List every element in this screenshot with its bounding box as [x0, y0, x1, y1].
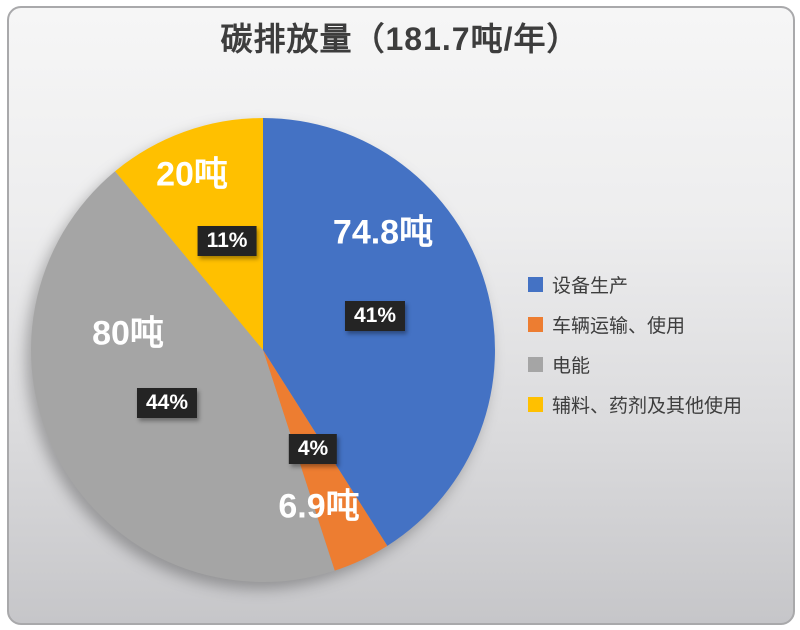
slice-value-label: 6.9吨 [278, 487, 360, 526]
legend-label: 电能 [552, 356, 591, 377]
legend-item: 辅料、药剂及其他使用 [528, 391, 742, 418]
slice-percent-badge: 11% [197, 226, 257, 256]
pie-slice-3 [30, 171, 335, 583]
slice-value-label: 20吨 [156, 155, 228, 194]
slice-value-label: 80吨 [92, 314, 164, 353]
slice-percent-badge: 4% [288, 434, 338, 464]
pie-slice-4 [115, 118, 264, 350]
legend: 设备生产 车辆运输、使用 电能 辅料、药剂及其他使用 [528, 271, 742, 418]
legend-color-swatch-icon [528, 277, 543, 292]
slice-percent-badge: 44% [136, 388, 198, 418]
legend-color-swatch-icon [528, 397, 543, 412]
legend-item: 电能 [528, 351, 742, 378]
legend-label: 设备生产 [552, 276, 629, 297]
legend-item: 设备生产 [528, 271, 742, 298]
slice-percent-badge: 41% [344, 301, 406, 331]
legend-label: 辅料、药剂及其他使用 [552, 396, 743, 417]
legend-item: 车辆运输、使用 [528, 311, 742, 338]
legend-color-swatch-icon [528, 357, 543, 372]
slice-value-label: 74.8吨 [332, 213, 434, 252]
chart-title: 碳排放量（181.7吨/年） [220, 21, 580, 57]
legend-color-swatch-icon [528, 317, 543, 332]
legend-label: 车辆运输、使用 [552, 316, 686, 337]
